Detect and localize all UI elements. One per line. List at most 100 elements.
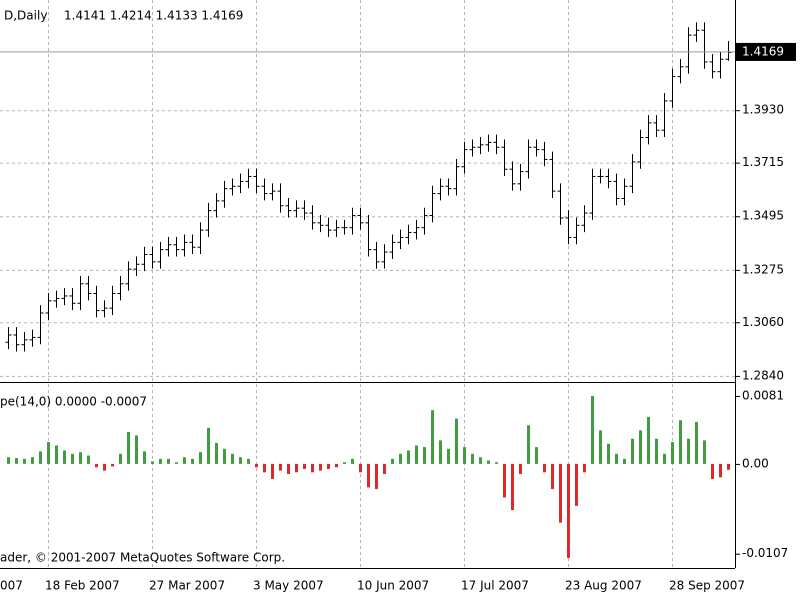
histogram-bar xyxy=(255,463,258,468)
x-tick-label: 28 Sep 2007 xyxy=(669,579,745,593)
histogram-bar xyxy=(335,463,338,468)
histogram-bar xyxy=(727,463,730,470)
histogram-bar xyxy=(439,440,442,464)
histogram-bar xyxy=(463,447,466,464)
histogram-bar xyxy=(351,458,354,464)
histogram-bar xyxy=(431,410,434,464)
histogram-bar xyxy=(647,416,650,464)
histogram-bar xyxy=(215,442,218,464)
histogram-bar xyxy=(207,427,210,464)
histogram-bar xyxy=(639,430,642,464)
histogram-bar xyxy=(343,462,346,464)
histogram-bar xyxy=(319,463,322,471)
histogram-bar xyxy=(623,458,626,464)
histogram-bar xyxy=(399,453,402,464)
copyright: ader, © 2001-2007 MetaQuotes Software Co… xyxy=(0,551,285,565)
histogram-bar xyxy=(687,438,690,464)
y-tick-label: 1.3930 xyxy=(742,103,784,117)
histogram-bar xyxy=(679,420,682,464)
histogram-bar xyxy=(487,460,490,464)
histogram-bar xyxy=(55,445,58,464)
x-tick-label: 23 Aug 2007 xyxy=(565,579,642,593)
histogram-bar xyxy=(527,425,530,464)
histogram-bar xyxy=(391,458,394,464)
x-tick-label: 27 Mar 2007 xyxy=(149,579,225,593)
histogram-bar xyxy=(375,463,378,490)
histogram-bar xyxy=(631,438,634,464)
y-tick-label: -0.0107 xyxy=(742,546,788,560)
histogram-bar xyxy=(583,463,586,473)
x-tick-label: 007 xyxy=(0,579,23,593)
y-tick-label: 1.3275 xyxy=(742,262,784,276)
histogram-bar xyxy=(167,458,170,464)
histogram-bar xyxy=(495,462,498,464)
y-tick-label: 0.0081 xyxy=(742,388,784,402)
indicator-title: pe(14,0) 0.0000 -0.0007 xyxy=(0,395,147,409)
histogram-bar xyxy=(591,395,594,464)
histogram-bar xyxy=(175,462,178,464)
histogram-bar xyxy=(447,448,450,464)
histogram-bar xyxy=(615,453,618,464)
histogram-bar xyxy=(7,457,10,464)
histogram-bar xyxy=(719,463,722,478)
histogram-bar xyxy=(95,463,98,468)
last-price-box xyxy=(736,42,796,61)
histogram-bar xyxy=(63,450,66,464)
x-tick-label: 3 May 2007 xyxy=(253,579,324,593)
histogram-bar xyxy=(47,442,50,464)
histogram-bar xyxy=(423,447,426,464)
histogram-bar xyxy=(279,463,282,471)
histogram-bar xyxy=(327,463,330,469)
histogram-bar xyxy=(295,463,298,473)
histogram-bar xyxy=(367,463,370,488)
histogram-bar xyxy=(111,463,114,467)
ohlc-label: 1.4141 1.4214 1.4133 1.4169 xyxy=(64,9,243,23)
histogram-bar xyxy=(311,463,314,473)
histogram-bar xyxy=(511,463,514,511)
histogram-bar xyxy=(543,463,546,473)
histogram-bar xyxy=(671,442,674,464)
histogram-bar xyxy=(31,457,34,464)
histogram-bar xyxy=(263,463,266,473)
histogram-bar xyxy=(143,451,146,464)
histogram-bar xyxy=(71,453,74,464)
histogram-bar xyxy=(303,463,306,469)
histogram-bar xyxy=(23,458,26,464)
x-tick-label: 18 Feb 2007 xyxy=(45,579,120,593)
histogram-bar xyxy=(383,463,386,474)
histogram-bar xyxy=(407,450,410,464)
histogram-bar xyxy=(471,453,474,464)
histogram-bar xyxy=(607,443,610,464)
histogram-bar xyxy=(103,463,106,471)
histogram-bar xyxy=(87,455,90,464)
histogram-bar xyxy=(135,435,138,464)
last-price-label: 1.4169 xyxy=(742,44,784,58)
histogram-bar xyxy=(183,457,186,464)
histogram-bar xyxy=(703,440,706,464)
histogram-bar xyxy=(223,448,226,464)
histogram-bar xyxy=(119,453,122,464)
histogram-bar xyxy=(231,453,234,464)
histogram-bar xyxy=(15,458,18,464)
histogram-bar xyxy=(599,430,602,464)
symbol-label: D,Daily xyxy=(4,9,47,23)
y-tick-label: 1.3060 xyxy=(742,315,784,329)
histogram-bar xyxy=(663,453,666,464)
histogram-bar xyxy=(359,463,362,473)
histogram-bar xyxy=(519,463,522,474)
histogram-bar xyxy=(247,458,250,464)
histogram-bar xyxy=(559,463,562,523)
histogram-bar xyxy=(271,463,274,480)
histogram-bar xyxy=(151,461,154,464)
histogram-bar xyxy=(455,418,458,464)
histogram-bar xyxy=(695,421,698,464)
histogram-bar xyxy=(655,438,658,464)
histogram-bar xyxy=(711,463,714,480)
histogram-bar xyxy=(415,445,418,464)
histogram-bar xyxy=(159,458,162,464)
histogram-bar xyxy=(575,463,578,506)
histogram-bar xyxy=(79,452,82,464)
histogram-bar xyxy=(191,458,194,464)
